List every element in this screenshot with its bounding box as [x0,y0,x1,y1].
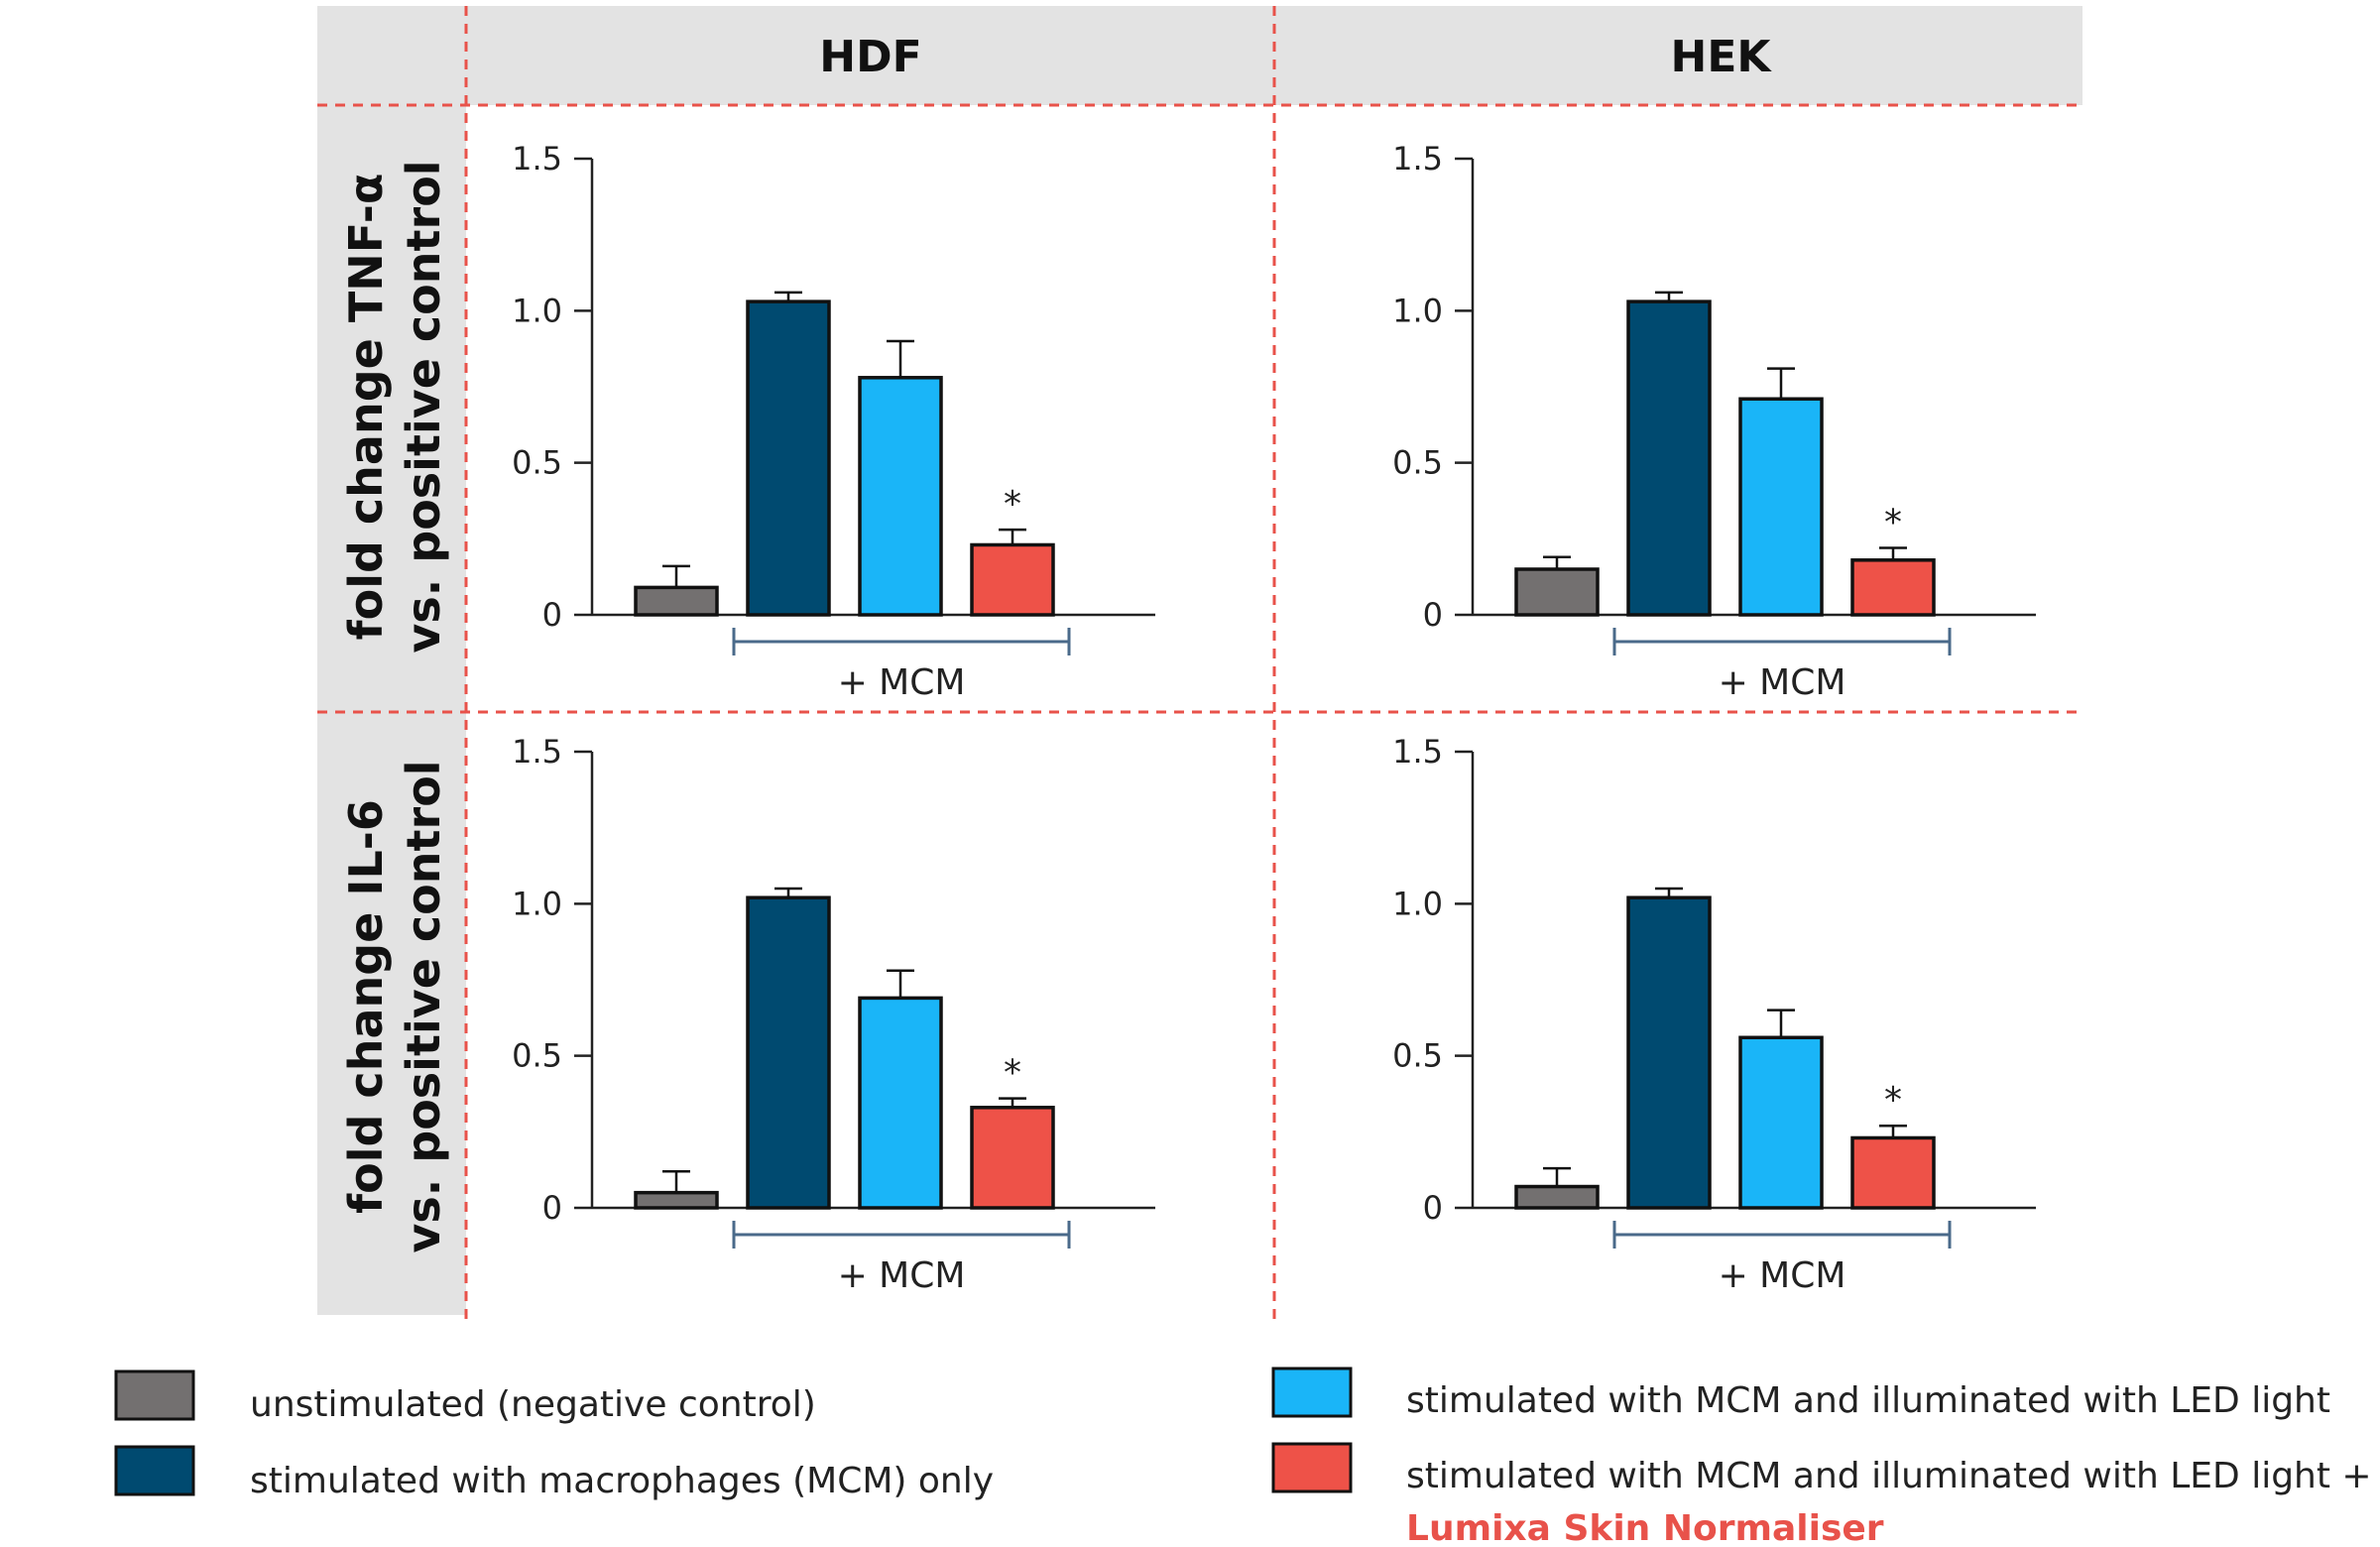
chart-panel-tnf-hdf: 0 0.5 1.0 1.5 * + MCM [512,140,1155,703]
bar-mcm-only [1626,895,1712,1210]
legend-swatch-led [1271,1367,1353,1418]
row-header-il6-line1: fold change IL-6 [339,799,393,1214]
significance-star: * [1004,484,1021,525]
legend-swatch-mcm-only [114,1445,195,1496]
y-tick-label: 0.5 [1392,1037,1443,1075]
bar-led [858,996,943,1210]
y-tick-label: 0 [542,596,562,634]
row-header-il6-line2: vs. positive control [397,760,450,1252]
y-tick-label: 1.5 [1392,140,1443,178]
legend-swatch-unstimulated [114,1369,195,1421]
row-header-tnf-line2: vs. positive control [397,160,450,653]
bar-led [1738,1035,1824,1210]
mcm-bracket-label: + MCM [838,662,966,703]
row-header-il6: fold change IL-6 vs. positive control [339,760,450,1252]
grid-dividers [317,6,2082,1319]
bar-led-normaliser [970,542,1055,617]
mcm-bracket-label: + MCM [1719,1255,1846,1296]
legend-label-led: stimulated with MCM and illuminated with… [1406,1380,2330,1421]
y-tick-label: 1.5 [512,140,562,178]
y-tick-label: 0 [542,1189,562,1227]
mcm-bracket-label: + MCM [1719,662,1846,703]
column-header-hek: HEK [1671,32,1773,82]
row-header-background [317,105,466,1315]
y-tick-label: 0 [1423,596,1443,634]
legend-label-led-normaliser: stimulated with MCM and illuminated with… [1406,1456,2372,1496]
bar-led-normaliser [1850,558,1936,617]
bar-unstimulated [1514,1184,1600,1210]
y-tick-label: 0.5 [512,1037,562,1075]
y-tick-label: 1.0 [512,885,562,922]
row-header-tnf: fold change TNF-α vs. positive control [339,160,450,653]
bar-unstimulated [634,1190,719,1210]
legend: unstimulated (negative control) stimulat… [114,1367,2372,1547]
mcm-bracket-label: + MCM [838,1255,966,1296]
y-tick-label: 0 [1423,1189,1443,1227]
bar-led [858,376,943,617]
column-header-background [317,6,2082,105]
legend-swatch-led-normaliser [1271,1442,1353,1493]
y-tick-label: 1.5 [1392,733,1443,771]
chart-panel-tnf-hek: 0 0.5 1.0 1.5 * + MCM [1392,140,2036,703]
bar-mcm-only [1626,299,1712,617]
y-tick-label: 1.0 [1392,885,1443,922]
bar-led-normaliser [1850,1135,1936,1210]
legend-label-unstimulated: unstimulated (negative control) [250,1384,816,1425]
bar-led-normaliser [970,1106,1055,1210]
bar-mcm-only [746,299,831,617]
bar-unstimulated [634,585,719,617]
y-tick-label: 1.5 [512,733,562,771]
significance-star: * [1884,503,1902,543]
bar-led [1738,397,1824,617]
bar-unstimulated [1514,567,1600,617]
significance-star: * [1884,1080,1902,1121]
bar-mcm-only [746,895,831,1210]
y-tick-label: 1.0 [1392,292,1443,329]
legend-label-mcm-only: stimulated with macrophages (MCM) only [250,1461,994,1501]
row-header-tnf-line1: fold change TNF-α [339,174,393,641]
significance-star: * [1004,1053,1021,1094]
chart-panel-il6-hdf: 0 0.5 1.0 1.5 * + MCM [512,733,1155,1296]
y-tick-label: 1.0 [512,292,562,329]
column-header-hdf: HDF [819,32,921,82]
legend-label-brand: Lumixa Skin Normaliser [1406,1508,1884,1547]
y-tick-label: 0.5 [1392,444,1443,482]
chart-panel-il6-hek: 0 0.5 1.0 1.5 * + MCM [1392,733,2036,1296]
y-tick-label: 0.5 [512,444,562,482]
